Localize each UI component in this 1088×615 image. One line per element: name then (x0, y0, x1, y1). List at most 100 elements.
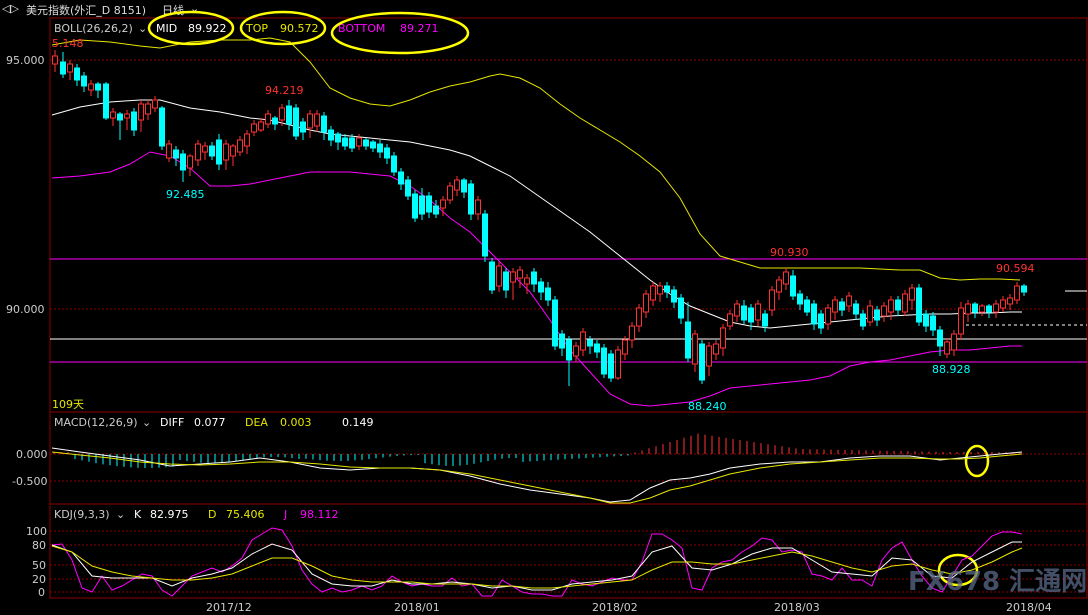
annotation-high-4: 90.594 (996, 262, 1035, 275)
price-tick-90: 90.000 (6, 303, 45, 316)
candle-body (559, 333, 565, 349)
date-label: 2018/01 (394, 601, 440, 614)
candle-body (314, 113, 320, 127)
macd-dea-line (51, 451, 1023, 504)
candle-body (223, 143, 229, 161)
kdj-label: KDJ(9,3,3) (54, 508, 110, 521)
candle-body (930, 315, 936, 331)
candle-body (741, 305, 747, 321)
candle-body (510, 271, 516, 283)
annotation-low-1: 92.485 (166, 188, 205, 201)
days-count: 109天 (52, 398, 84, 411)
candle-body (244, 133, 250, 147)
macd-dea-value: 0.003 (280, 416, 312, 429)
boll-bottom-value: 89.271 (400, 22, 439, 35)
annotation-high-2: 94.219 (265, 84, 304, 97)
candle-body (180, 153, 186, 171)
candle-body (363, 139, 369, 147)
candle-body (720, 327, 726, 349)
candle-body (860, 313, 866, 327)
candle-body (300, 121, 306, 133)
highlight-ellipse (964, 444, 990, 478)
kdj-k-label: K (134, 508, 142, 521)
candle-body (853, 303, 859, 315)
candle-body (972, 303, 978, 313)
candle-body (734, 303, 740, 317)
candle-body (377, 143, 383, 153)
candle-body (433, 205, 439, 215)
candle-body (832, 299, 838, 313)
candle-body (384, 147, 390, 159)
date-label: 2017/12 (206, 601, 252, 614)
candle-body (166, 143, 172, 159)
date-label: 2018/04 (1006, 601, 1052, 614)
nav-arrows-icon[interactable]: ◁▷ (2, 2, 19, 15)
candle-body (874, 309, 880, 321)
candle-body (103, 83, 109, 119)
kdj-k-value: 82.975 (150, 508, 189, 521)
candle-body (825, 307, 831, 325)
candle-body (636, 307, 642, 327)
candle-body (440, 199, 446, 209)
candle-body (944, 341, 950, 355)
boll-label: BOLL(26,26,2) (54, 22, 133, 35)
kdj-j-value: 98.112 (300, 508, 339, 521)
candle-body (67, 63, 73, 73)
candle-body (209, 145, 215, 157)
candle-body (538, 281, 544, 293)
candle-body (566, 339, 572, 361)
candle-body (342, 137, 348, 147)
candle-body (986, 305, 992, 313)
candle-body (398, 171, 404, 185)
price-tick-95: 95.000 (6, 54, 45, 67)
candle-body (902, 293, 908, 313)
candle-body (405, 179, 411, 197)
candle-body (965, 303, 971, 315)
macd-label: MACD(12,26,9) (54, 416, 138, 429)
candle-body (95, 83, 101, 91)
candle-body (657, 285, 663, 295)
highlight-ellipse (937, 553, 979, 587)
annotation-high-1: 5.148 (52, 37, 84, 50)
boll-bottom-line (51, 151, 1022, 407)
candle-body (124, 113, 130, 119)
kdj-tick-20: 20 (32, 573, 46, 586)
candle-body (643, 293, 649, 313)
kdj-panel-frame (49, 503, 1088, 599)
boll-bottom-label: BOTTOM (338, 22, 385, 35)
kdj-d-label: D (208, 508, 216, 521)
boll-mid-value: 89.922 (188, 22, 227, 35)
macd-diff-value: 0.077 (194, 416, 226, 429)
candle-body (937, 329, 943, 347)
candle-body (951, 333, 957, 351)
kdj-d-value: 75.406 (226, 508, 265, 521)
candle-body (52, 55, 58, 65)
candle-body (622, 339, 628, 355)
period-chevron-icon[interactable]: ⌄ (190, 2, 200, 15)
candle-body (110, 111, 116, 119)
candle-body (237, 139, 243, 153)
candle-body (958, 307, 964, 335)
candle-body (748, 307, 754, 323)
candle-body (650, 285, 656, 301)
candle-body (923, 313, 929, 327)
candle-body (867, 305, 873, 323)
candle-body (776, 279, 782, 293)
candle-body (349, 137, 355, 149)
candle-body (419, 195, 425, 215)
candle-body (328, 129, 334, 141)
candle-body (454, 179, 460, 191)
watermark: FX678 汇通网 (908, 567, 1087, 597)
candle-body (447, 185, 453, 201)
candle-body (356, 137, 362, 147)
candle-body (524, 277, 530, 285)
candle-body (145, 103, 151, 115)
macd-tick-0: 0.000 (16, 448, 48, 461)
kdj-tick-50: 50 (32, 559, 46, 572)
candle-body (216, 139, 222, 165)
candle-body (755, 303, 761, 321)
candle-body (790, 275, 796, 297)
candle-body (713, 343, 719, 355)
boll-top-label: TOP (245, 22, 268, 35)
